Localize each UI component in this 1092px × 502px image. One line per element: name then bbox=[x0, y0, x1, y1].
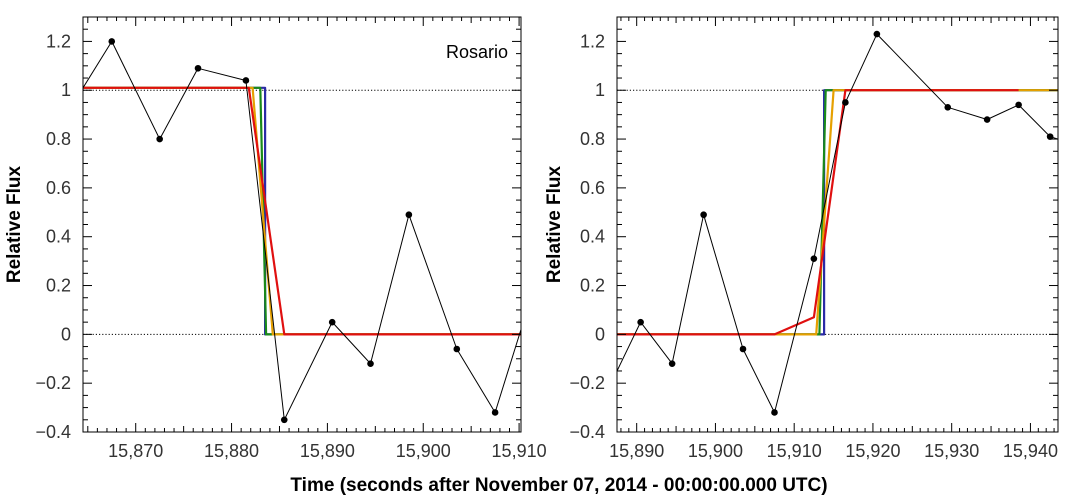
y-tick-label: −0.2 bbox=[569, 373, 605, 393]
model-line bbox=[83, 86, 521, 336]
data-point bbox=[280, 416, 288, 424]
data-point bbox=[700, 211, 707, 219]
model-line bbox=[83, 86, 521, 336]
data-point bbox=[194, 64, 202, 72]
model-line bbox=[617, 89, 1019, 336]
data-point bbox=[405, 211, 413, 219]
x-tick-label: 15,870 bbox=[108, 441, 163, 461]
model-line bbox=[83, 86, 521, 336]
model-line bbox=[617, 89, 1058, 336]
y-tick-label: 0.8 bbox=[580, 129, 605, 149]
plot-frame bbox=[82, 16, 522, 433]
y-tick-label: 0.6 bbox=[46, 178, 71, 198]
data-point bbox=[944, 104, 952, 111]
y-axis-title: Relative Flux bbox=[4, 165, 25, 283]
observed-flux-line bbox=[617, 33, 1058, 413]
x-tick-label: 15,940 bbox=[1003, 441, 1058, 461]
data-point bbox=[491, 409, 499, 416]
data-point bbox=[739, 345, 747, 353]
data-point bbox=[842, 99, 849, 106]
data-point bbox=[873, 30, 881, 38]
y-tick-label: −0.2 bbox=[35, 373, 71, 393]
data-point bbox=[668, 360, 676, 367]
model-line bbox=[83, 86, 521, 336]
y-tick-label: 1.2 bbox=[580, 31, 605, 51]
plot-frame bbox=[616, 16, 1059, 433]
x-tick-label: 15,900 bbox=[688, 441, 743, 461]
x-tick-label: 15,900 bbox=[396, 441, 451, 461]
model-line bbox=[617, 89, 1058, 336]
y-tick-label: 0.4 bbox=[46, 227, 71, 247]
left-panel: 15,870 15,880 15,890 15,900 15,910 −0.4 −0.2 0 0… bbox=[4, 16, 547, 461]
data-point bbox=[771, 409, 778, 416]
x-tick-label: 15,910 bbox=[767, 441, 822, 461]
data-point bbox=[108, 38, 116, 45]
y-axis-title: Relative Flux bbox=[544, 165, 565, 283]
data-point bbox=[453, 345, 461, 353]
data-point bbox=[637, 318, 644, 326]
model-line bbox=[617, 89, 1058, 336]
data-point bbox=[1015, 101, 1022, 109]
data-point bbox=[810, 255, 818, 262]
data-point bbox=[242, 77, 250, 84]
x-tick-label: 15,880 bbox=[204, 441, 259, 461]
observed-flux-line bbox=[83, 40, 521, 421]
y-tick-label: 0.2 bbox=[580, 276, 605, 296]
y-tick-label: 0.4 bbox=[580, 227, 605, 247]
y-tick-label: 0.8 bbox=[46, 129, 71, 149]
data-point bbox=[983, 116, 991, 123]
x-tick-label: 15,920 bbox=[845, 441, 900, 461]
x-tick-label: 15,930 bbox=[924, 441, 979, 461]
data-point bbox=[1046, 133, 1054, 140]
y-tick-label: 1.2 bbox=[46, 31, 71, 51]
x-tick-label: 15,910 bbox=[492, 441, 547, 461]
x-tick-label: 15,890 bbox=[300, 441, 355, 461]
y-tick-label: 0 bbox=[595, 324, 605, 344]
data-point bbox=[328, 318, 336, 326]
y-tick-label: 0 bbox=[61, 324, 71, 344]
y-tick-label: −0.4 bbox=[569, 422, 605, 442]
x-tick-label: 15,890 bbox=[609, 441, 664, 461]
y-tick-label: 0.6 bbox=[580, 178, 605, 198]
station-annotation: Rosario bbox=[446, 42, 508, 62]
right-panel: 15,890 15,900 15,910 15,920 15,930 15,940 −0.4… bbox=[544, 16, 1059, 461]
y-tick-label: 0.2 bbox=[46, 276, 71, 296]
y-tick-label: −0.4 bbox=[35, 422, 71, 442]
x-axis-title: Time (seconds after November 07, 2014 - … bbox=[290, 475, 827, 496]
y-tick-label: 1 bbox=[61, 80, 71, 100]
data-point bbox=[367, 360, 374, 367]
y-tick-label: 1 bbox=[595, 80, 605, 100]
data-point bbox=[156, 135, 163, 143]
